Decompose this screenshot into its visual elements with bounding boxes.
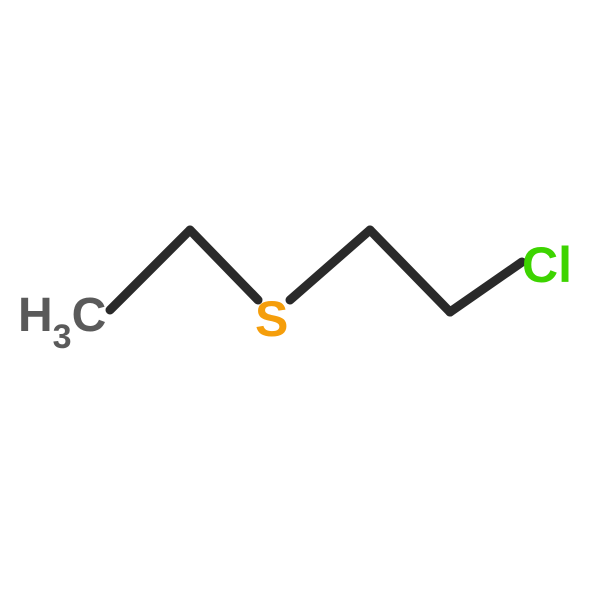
bond [110, 230, 190, 310]
atom-cl: Cl [522, 236, 572, 294]
atom-s: S [255, 290, 288, 348]
atom-ch3: H3C [18, 288, 106, 351]
bonds [110, 230, 522, 312]
bond [450, 262, 522, 312]
bond [290, 230, 370, 300]
bond [190, 230, 258, 300]
bond [370, 230, 450, 312]
